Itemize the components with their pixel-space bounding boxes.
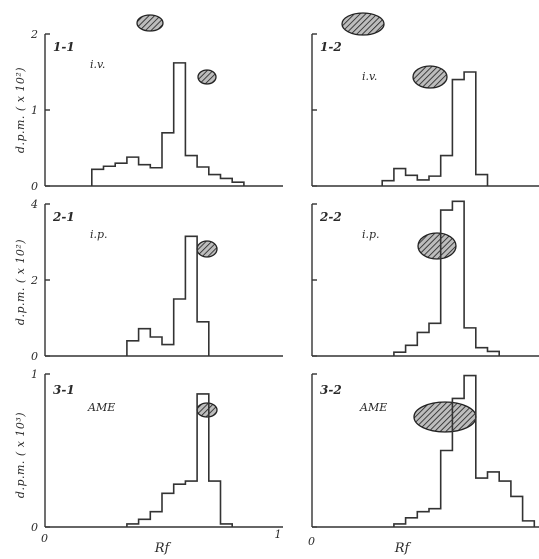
- histogram-series-1-1: [91, 62, 245, 186]
- histogram-panel-2-1: 0 2 4 2-1 i.p.: [30, 198, 283, 363]
- route-label: i.v.: [90, 58, 105, 71]
- histogram-series-2-2: [393, 200, 500, 356]
- panel-label: 1-1: [53, 40, 75, 54]
- y-tick-label: 2: [30, 274, 38, 287]
- row1-y-axis-title: d.p.m. ( x 10²): [14, 67, 27, 153]
- row2-y-axis-title: d.p.m. ( x 10²): [14, 239, 27, 325]
- panel-label: 3-1: [53, 383, 75, 397]
- histogram-panel-1-2: 1-2 i.v.: [311, 33, 539, 187]
- x-tick-label-1-left: 1: [275, 528, 282, 541]
- x-axis-title-left: Rf: [154, 541, 172, 556]
- route-label: i.v.: [362, 70, 377, 83]
- histogram-series-1-2: [381, 71, 489, 186]
- y-tick-label: 0: [31, 521, 38, 534]
- histogram-series-3-2: [393, 374, 536, 527]
- x-tick-label-0-left: 0: [41, 532, 48, 545]
- route-label: i.p.: [90, 228, 108, 241]
- route-label: AME: [87, 401, 115, 414]
- y-tick-label: 0: [31, 350, 38, 363]
- histogram-panel-3-1: 0 1 3-1 AME: [31, 368, 283, 534]
- hatched-spot-marker: [412, 65, 448, 89]
- row3-y-axis-title: d.p.m. ( x 10³): [14, 412, 27, 498]
- histogram-panel-1-1: 0 1 2 1-1 i.v.: [30, 28, 283, 193]
- y-tick-label: 1: [31, 104, 38, 117]
- histogram-series-2-1: [126, 235, 210, 356]
- hatched-spot-marker: [197, 69, 217, 85]
- hatched-spot-marker: [417, 232, 457, 260]
- y-tick-label: 0: [31, 180, 38, 193]
- hatched-spot-marker: [413, 401, 477, 433]
- panel-label: 3-2: [320, 383, 342, 397]
- x-tick-label-0-right: 0: [308, 535, 315, 548]
- route-label: i.p.: [362, 228, 380, 241]
- y-tick-label: 1: [31, 368, 38, 381]
- panel-label: 1-2: [320, 40, 342, 54]
- hatched-spot-marker: [136, 14, 164, 32]
- y-tick-label: 2: [30, 28, 38, 41]
- hatched-spot-marker: [196, 402, 218, 418]
- y-tick-label: 4: [30, 198, 38, 211]
- histogram-series-3-1: [126, 393, 233, 527]
- route-label: AME: [359, 401, 387, 414]
- panel-label: 2-1: [52, 210, 75, 224]
- histogram-panel-2-2: 2-2 i.p.: [311, 200, 539, 357]
- hatched-spot-marker: [341, 12, 385, 36]
- panels-layer: 0 1 2 1-1 i.v. 1-2 i.v. 0 2 4 2-1 i.p. 2-2 i.p. 0 1 3-1 A…: [30, 12, 539, 534]
- histogram-panel-3-2: 3-2 AME: [311, 373, 539, 528]
- x-axis-title-right: Rf: [394, 541, 412, 556]
- hatched-spot-marker: [196, 240, 218, 258]
- panel-label: 2-2: [319, 210, 342, 224]
